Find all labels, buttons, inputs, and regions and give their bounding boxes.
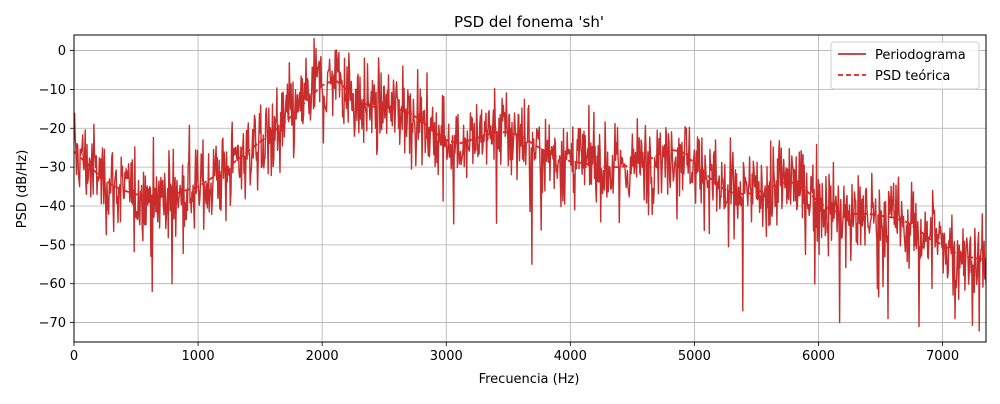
x-tick-label: 7000 (926, 349, 959, 364)
x-tick-label: 6000 (802, 349, 835, 364)
x-tick-label: 0 (70, 349, 78, 364)
y-tick-label: −30 (39, 161, 66, 176)
y-tick-label: −10 (39, 83, 66, 98)
legend-entry-psd-teorica: PSD teórica (875, 69, 950, 84)
x-tick-label: 5000 (678, 349, 711, 364)
y-tick-label: −70 (39, 316, 66, 331)
x-tick-label: 3000 (430, 349, 463, 364)
chart-title: PSD del fonema 'sh' (454, 13, 604, 31)
y-tick-label: −60 (39, 277, 66, 292)
x-tick-label: 1000 (182, 349, 215, 364)
x-tick-label: 4000 (554, 349, 587, 364)
legend-entry-periodograma: Periodograma (875, 48, 966, 63)
x-tick-label: 2000 (306, 349, 339, 364)
y-tick-label: −20 (39, 122, 66, 137)
y-axis-label: PSD (dB/Hz) (15, 150, 30, 229)
y-tick-label: 0 (58, 44, 66, 59)
legend: Periodograma PSD teórica (831, 42, 979, 89)
y-tick-label: −40 (39, 199, 66, 214)
x-axis-label: Frecuencia (Hz) (479, 372, 580, 387)
y-tick-label: −50 (39, 238, 66, 253)
